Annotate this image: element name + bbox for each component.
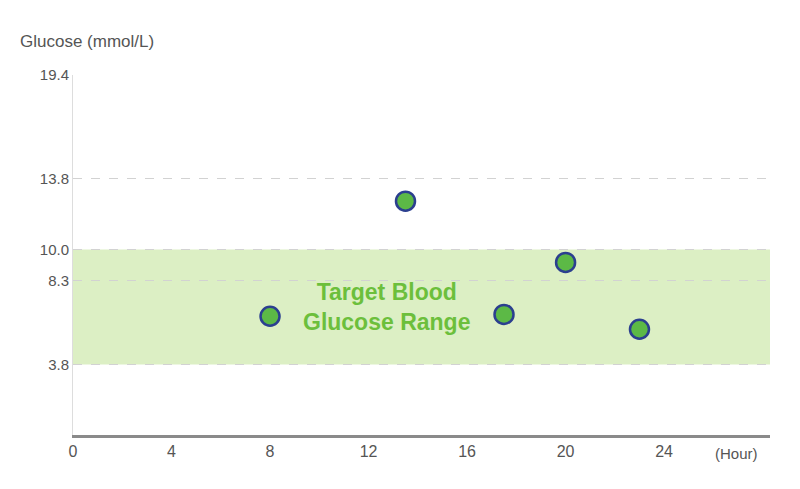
svg-text:3.8: 3.8 (48, 356, 69, 373)
svg-text:13.8: 13.8 (40, 170, 69, 187)
svg-text:19.4: 19.4 (40, 66, 69, 83)
svg-text:20: 20 (557, 443, 575, 460)
svg-text:10.0: 10.0 (40, 241, 69, 258)
svg-text:0: 0 (69, 443, 78, 460)
svg-text:Target BloodGlucose Range: Target BloodGlucose Range (303, 279, 470, 335)
svg-text:12: 12 (360, 443, 378, 460)
svg-text:8: 8 (266, 443, 275, 460)
svg-text:8.3: 8.3 (48, 272, 69, 289)
svg-text:4: 4 (167, 443, 176, 460)
svg-text:24: 24 (655, 443, 673, 460)
svg-text:Glucose (mmol/L): Glucose (mmol/L) (20, 32, 154, 51)
svg-text:(Hour): (Hour) (715, 445, 758, 462)
svg-text:16: 16 (458, 443, 476, 460)
